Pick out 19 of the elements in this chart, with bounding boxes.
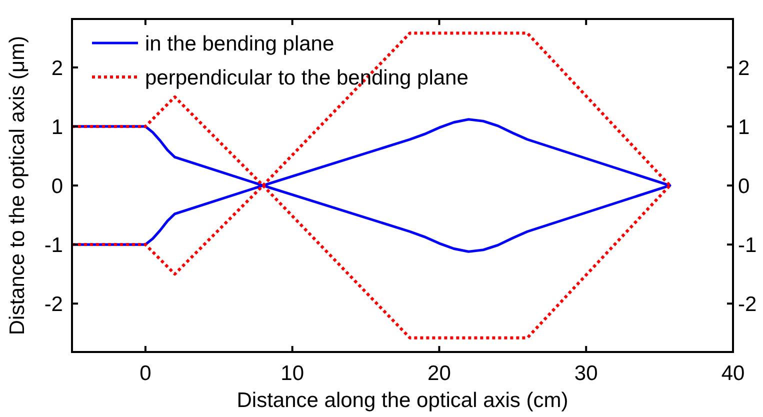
x-tick-label: 40 <box>721 362 745 385</box>
y2-tick-label: 2 <box>738 56 750 80</box>
y-axis-title: Distance to the optical axis (μm) <box>6 36 29 336</box>
legend-label: in the bending plane <box>145 32 334 56</box>
y-tick-label: 2 <box>51 56 63 80</box>
y-tick-label: 0 <box>51 175 63 198</box>
y2-tick-label: -2 <box>738 293 757 316</box>
legend-label: perpendicular to the bending plane <box>145 66 468 90</box>
y-tick-label: -2 <box>44 293 63 316</box>
x-tick-label: 10 <box>280 362 304 385</box>
x-tick-label: 0 <box>140 362 152 385</box>
y-tick-label: 1 <box>51 116 63 140</box>
y2-tick-label: -1 <box>738 234 757 258</box>
y-tick-label: -1 <box>44 234 63 258</box>
x-axis-title: Distance along the optical axis (cm) <box>236 389 568 412</box>
y2-tick-label: 1 <box>738 116 750 140</box>
x-tick-label: 30 <box>574 362 598 385</box>
x-tick-label: 20 <box>428 362 451 385</box>
y2-tick-label: 0 <box>738 175 750 198</box>
